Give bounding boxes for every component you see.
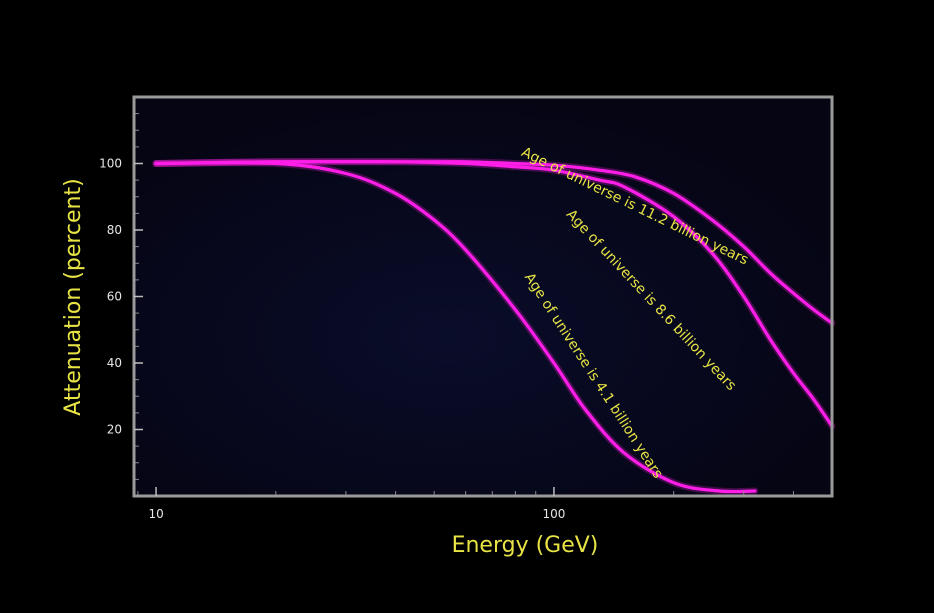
y-tick-label: 60 — [107, 290, 122, 304]
y-tick-label: 80 — [107, 223, 122, 237]
y-tick-label: 20 — [107, 423, 122, 437]
x-tick-label: 10 — [148, 507, 163, 521]
y-tick-label: 40 — [107, 356, 122, 370]
y-axis-title: Attenuation (percent) — [61, 178, 86, 415]
plot-background — [134, 97, 832, 496]
x-ticks: 10 100 — [148, 487, 565, 521]
series-line-3 — [154, 160, 834, 325]
y-tick-label: 100 — [99, 157, 122, 171]
series-line-1 — [154, 161, 757, 494]
x-axis-title: Energy (GeV) — [452, 533, 599, 558]
x-tick-label: 100 — [542, 507, 565, 521]
curves-layer — [152, 158, 836, 496]
y-ticks: 20 40 60 80 100 — [99, 157, 143, 437]
